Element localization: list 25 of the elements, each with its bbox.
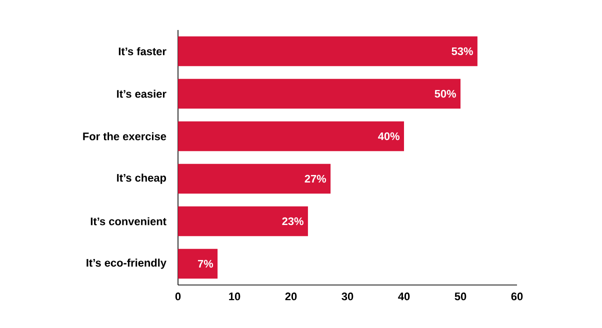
bar [178,78,461,109]
bar [178,248,218,279]
bar [178,164,331,194]
bar [178,206,308,236]
y-tick-label: It’s eco-friendly [86,258,166,269]
y-tick-label: It’s easier [117,90,166,98]
data-label: 53% [452,47,473,56]
data-label: 27% [304,174,326,183]
x-tick-label: 20 [285,292,297,300]
data-label: 40% [378,132,400,140]
y-tick-label: It’s cheap [117,174,166,184]
x-tick-label: 10 [229,292,240,300]
x-tick-label: 50 [454,292,466,300]
bar [178,121,404,152]
x-tick-label: 30 [342,292,354,300]
x-tick-label: 60 [511,292,523,300]
y-tick-label: For the exercise [83,132,166,140]
y-tick-label: It’s faster [118,47,166,56]
data-label: 7% [198,260,214,268]
data-label: 23% [282,217,304,226]
y-tick-label: It’s convenient [90,217,166,226]
x-tick-label: 0 [175,292,181,300]
x-tick-label: 40 [398,292,410,300]
data-label: 50% [434,90,456,98]
bar [178,36,478,66]
